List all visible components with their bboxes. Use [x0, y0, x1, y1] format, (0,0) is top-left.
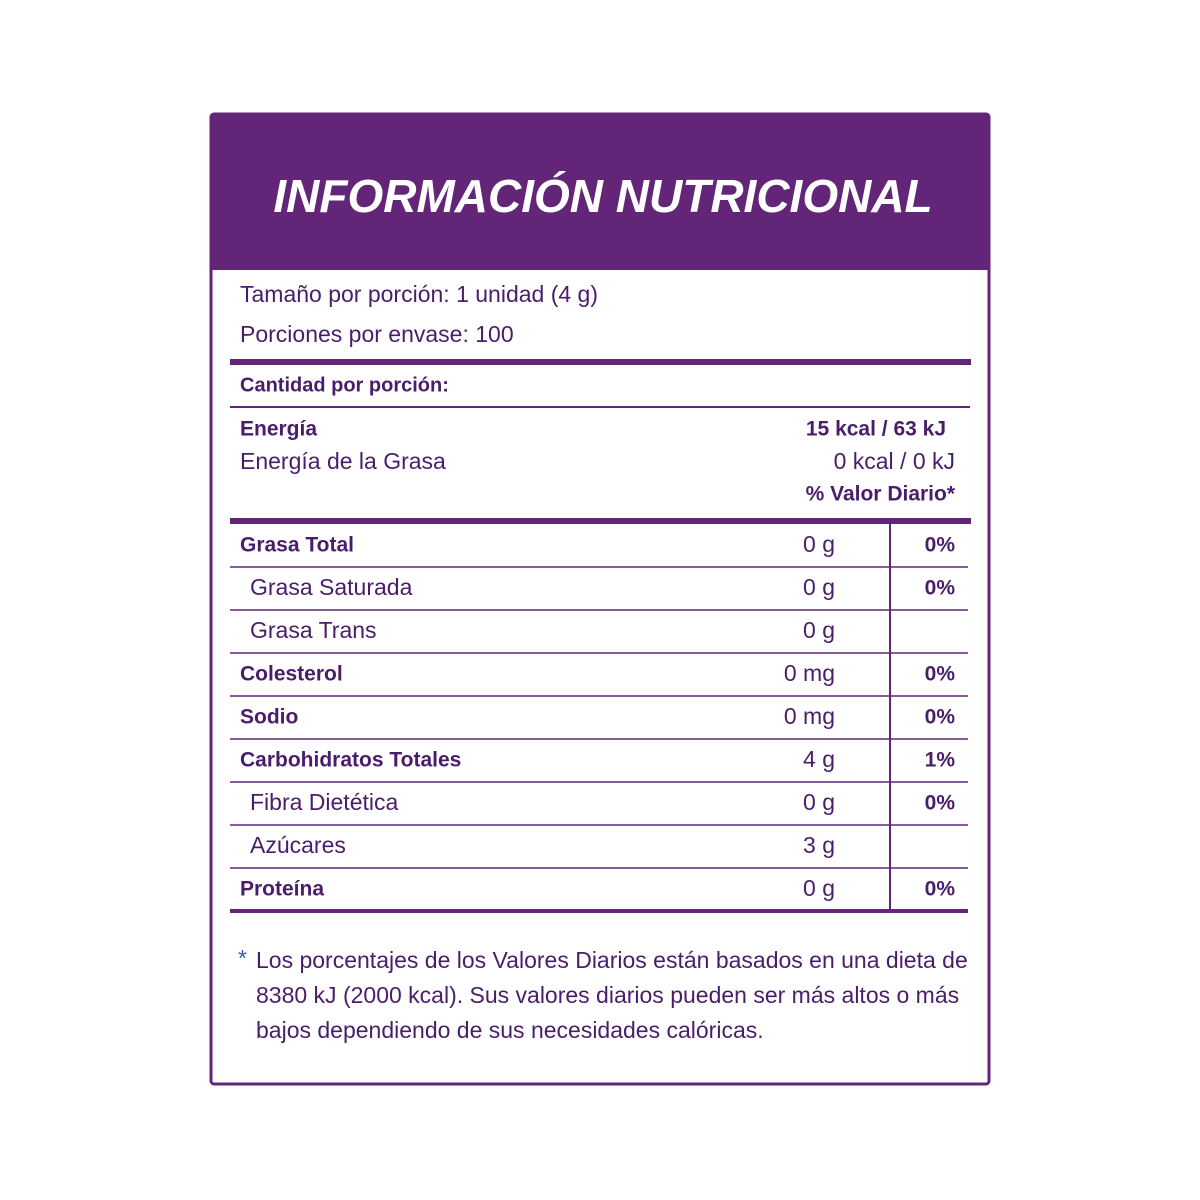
footnote: Los porcentajes de los Valores Diarios e… — [256, 947, 968, 1043]
amount-per-serving: Cantidad por porción: — [240, 374, 449, 396]
thick-rule — [230, 518, 971, 524]
serving-size: Tamaño por porción: 1 unidad (4 g) — [240, 281, 598, 307]
daily-value: 0% — [925, 878, 956, 901]
energy-fat-label: Energía de la Grasa — [240, 448, 446, 474]
energy-label: Energía — [240, 418, 317, 441]
nutrient-name: Carbohidratos Totales — [240, 749, 461, 772]
nutrient-rows: Grasa Total 0 g 0% Grasa Saturada 0 g 0% Grasa… — [230, 531, 968, 901]
nutrient-name: Grasa Saturada — [250, 574, 413, 600]
footnote-line: 8380 kJ (2000 kcal). Sus valores diarios… — [256, 982, 959, 1008]
daily-value: 0% — [925, 706, 956, 729]
header-band — [211, 114, 989, 270]
nutrient-amount: 0 mg — [784, 660, 835, 686]
nutrient-amount: 0 mg — [784, 703, 835, 729]
nutrient-name: Grasa Total — [240, 534, 354, 557]
energy-value: 15 kcal / 63 kJ — [806, 418, 946, 441]
nutrient-name: Proteína — [240, 878, 324, 901]
nutrient-amount: 0 g — [803, 875, 835, 901]
nutrient-amount: 0 g — [803, 531, 835, 557]
nutrient-amount: 0 g — [803, 617, 835, 643]
nutrient-name: Sodio — [240, 706, 298, 729]
daily-value: 0% — [925, 792, 956, 815]
daily-value: 0% — [925, 577, 956, 600]
nutrient-name: Colesterol — [240, 663, 343, 686]
label-title: INFORMACIÓN NUTRICIONAL — [273, 170, 932, 222]
table-bottom-rule — [230, 909, 968, 913]
footnote-line: Los porcentajes de los Valores Diarios e… — [256, 947, 968, 973]
footnote-line: bajos dependiendo de sus necesidades cal… — [256, 1017, 764, 1043]
nutrient-amount: 0 g — [803, 574, 835, 600]
daily-value: 0% — [925, 663, 956, 686]
nutrient-amount: 0 g — [803, 789, 835, 815]
energy-fat-value: 0 kcal / 0 kJ — [834, 448, 955, 474]
nutrient-amount: 4 g — [803, 746, 835, 772]
nutrient-name: Grasa Trans — [250, 617, 377, 643]
footnote-marker: * — [238, 945, 247, 971]
nutrient-name: Azúcares — [250, 832, 346, 858]
servings-per-container: Porciones por envase: 100 — [240, 321, 514, 347]
thick-rule — [230, 359, 971, 365]
daily-value-header: % Valor Diario* — [806, 483, 956, 506]
daily-value: 1% — [925, 749, 956, 772]
nutrient-name: Fibra Dietética — [250, 789, 398, 815]
nutrient-amount: 3 g — [803, 832, 835, 858]
daily-value: 0% — [925, 534, 956, 557]
